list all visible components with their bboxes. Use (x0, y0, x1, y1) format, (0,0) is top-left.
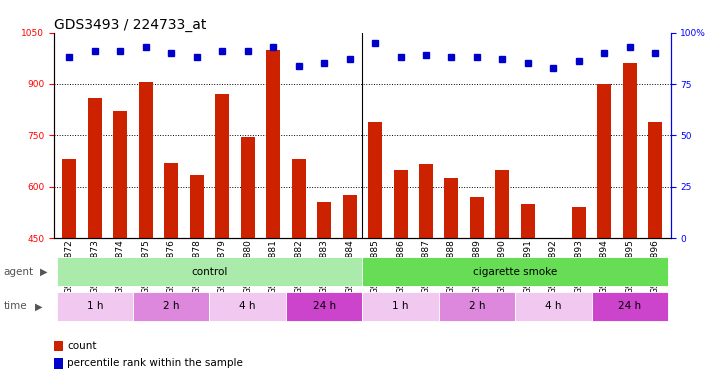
Bar (547, 238, 560, 245)
Bar (291, 159, 306, 238)
Bar (266, 50, 280, 238)
Bar (362, 257, 668, 286)
Bar (164, 163, 178, 238)
Bar (317, 202, 331, 238)
Bar (648, 122, 663, 238)
Bar (515, 292, 591, 321)
Bar (623, 63, 637, 238)
Bar (62, 159, 76, 238)
Text: agent: agent (4, 267, 34, 277)
Bar (286, 292, 362, 321)
Text: 4 h: 4 h (545, 301, 562, 311)
Bar (495, 170, 510, 238)
Text: 2 h: 2 h (469, 301, 485, 311)
Text: 4 h: 4 h (239, 301, 256, 311)
Bar (597, 84, 611, 238)
Text: control: control (191, 266, 228, 277)
Text: 1 h: 1 h (87, 301, 103, 311)
Bar (394, 170, 407, 238)
Bar (57, 292, 133, 321)
Bar (342, 195, 357, 238)
Bar (419, 164, 433, 238)
Bar (241, 137, 255, 238)
Text: time: time (4, 301, 27, 311)
Text: 24 h: 24 h (618, 301, 642, 311)
Bar (444, 178, 459, 238)
Bar (215, 94, 229, 238)
Text: 2 h: 2 h (163, 301, 180, 311)
Bar (133, 292, 210, 321)
Text: 24 h: 24 h (312, 301, 336, 311)
Bar (88, 98, 102, 238)
Text: count: count (67, 341, 97, 351)
Bar (591, 292, 668, 321)
Bar (572, 207, 586, 238)
Text: 1 h: 1 h (392, 301, 409, 311)
Bar (190, 175, 204, 238)
Text: GDS3493 / 224733_at: GDS3493 / 224733_at (54, 18, 206, 31)
Bar (438, 292, 515, 321)
Text: percentile rank within the sample: percentile rank within the sample (67, 358, 243, 368)
Bar (368, 122, 382, 238)
Bar (362, 292, 438, 321)
Bar (521, 204, 535, 238)
Text: ▶: ▶ (35, 301, 42, 311)
Bar (57, 257, 362, 286)
Text: cigarette smoke: cigarette smoke (473, 266, 557, 277)
Bar (210, 292, 286, 321)
Text: ▶: ▶ (40, 267, 47, 277)
Bar (138, 82, 153, 238)
Bar (113, 111, 128, 238)
Bar (470, 197, 484, 238)
